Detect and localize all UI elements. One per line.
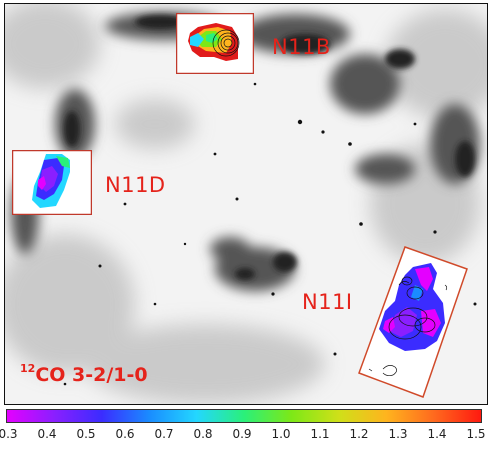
colorbar-tick-label: 0.7 xyxy=(154,427,174,441)
ratio-isotope: 12 xyxy=(20,362,36,375)
inset-n11i xyxy=(358,246,468,398)
colorbar-tick-label: 0.8 xyxy=(193,427,213,441)
colorbar-tick-label: 1.5 xyxy=(466,427,486,441)
ratio-text: CO 3-2/1-0 xyxy=(35,364,148,386)
ratio-label: 12CO 3-2/1-0 xyxy=(20,362,148,386)
label-n11d: N11D xyxy=(105,173,166,197)
colorbar-tick-label: 0.6 xyxy=(115,427,135,441)
label-n11i: N11I xyxy=(302,290,353,314)
label-n11b: N11B xyxy=(272,35,331,59)
inset-n11d xyxy=(12,150,92,215)
colorbar-tick-label: 0.3 xyxy=(0,427,18,441)
colorbar-tick-label: 1.0 xyxy=(271,427,291,441)
colorbar-tick-label: 1.3 xyxy=(388,427,408,441)
colorbar-tick-label: 1.2 xyxy=(349,427,369,441)
inset-n11b xyxy=(176,13,254,74)
colorbar-tick-label: 1.4 xyxy=(427,427,447,441)
colorbar-tick-label: 1.1 xyxy=(310,427,330,441)
colorbar-tick-label: 0.9 xyxy=(232,427,252,441)
colorbar-tick-label: 0.5 xyxy=(76,427,96,441)
colorbar xyxy=(6,409,482,423)
colorbar-tick-label: 0.4 xyxy=(37,427,57,441)
